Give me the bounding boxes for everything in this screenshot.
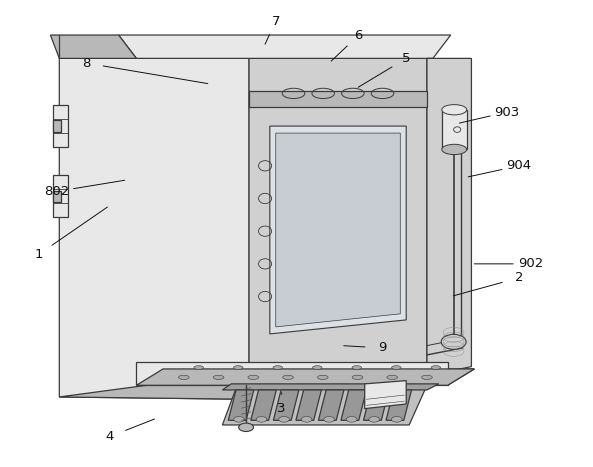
Polygon shape bbox=[59, 58, 249, 399]
Polygon shape bbox=[228, 390, 254, 420]
Polygon shape bbox=[365, 381, 406, 409]
Ellipse shape bbox=[352, 375, 363, 379]
Ellipse shape bbox=[391, 366, 401, 369]
Polygon shape bbox=[442, 110, 467, 149]
Polygon shape bbox=[136, 369, 474, 385]
Polygon shape bbox=[386, 390, 412, 420]
Polygon shape bbox=[364, 390, 389, 420]
Ellipse shape bbox=[279, 417, 289, 422]
Text: 4: 4 bbox=[106, 430, 114, 443]
Text: 2: 2 bbox=[515, 271, 523, 284]
Polygon shape bbox=[222, 384, 439, 390]
Ellipse shape bbox=[273, 366, 282, 369]
Polygon shape bbox=[136, 362, 448, 385]
Ellipse shape bbox=[422, 375, 432, 379]
Ellipse shape bbox=[238, 423, 254, 432]
Ellipse shape bbox=[441, 334, 466, 349]
Ellipse shape bbox=[442, 144, 467, 155]
Ellipse shape bbox=[324, 417, 334, 422]
Polygon shape bbox=[296, 390, 321, 420]
Ellipse shape bbox=[283, 375, 294, 379]
Polygon shape bbox=[276, 133, 400, 327]
Text: 904: 904 bbox=[506, 159, 531, 172]
Polygon shape bbox=[249, 58, 427, 399]
Ellipse shape bbox=[317, 375, 328, 379]
Text: 903: 903 bbox=[495, 106, 519, 119]
Text: 3: 3 bbox=[278, 402, 286, 415]
Ellipse shape bbox=[387, 375, 397, 379]
Ellipse shape bbox=[178, 375, 189, 379]
Ellipse shape bbox=[346, 417, 357, 422]
Ellipse shape bbox=[194, 366, 203, 369]
Polygon shape bbox=[53, 175, 68, 217]
Ellipse shape bbox=[248, 375, 259, 379]
Ellipse shape bbox=[391, 417, 402, 422]
Polygon shape bbox=[318, 390, 344, 420]
Text: 9: 9 bbox=[378, 341, 387, 354]
Text: 8: 8 bbox=[82, 57, 90, 70]
Polygon shape bbox=[222, 385, 427, 425]
Ellipse shape bbox=[213, 375, 224, 379]
Polygon shape bbox=[251, 390, 276, 420]
Text: 902: 902 bbox=[518, 257, 543, 270]
Ellipse shape bbox=[234, 417, 244, 422]
Ellipse shape bbox=[301, 417, 312, 422]
Text: 7: 7 bbox=[272, 14, 280, 28]
Ellipse shape bbox=[256, 417, 267, 422]
Polygon shape bbox=[53, 191, 61, 202]
Text: 6: 6 bbox=[355, 28, 363, 42]
Polygon shape bbox=[249, 91, 427, 107]
Text: 802: 802 bbox=[44, 185, 69, 198]
Polygon shape bbox=[53, 105, 68, 147]
Polygon shape bbox=[59, 374, 427, 399]
Polygon shape bbox=[53, 120, 61, 132]
Ellipse shape bbox=[352, 366, 362, 369]
Polygon shape bbox=[50, 35, 136, 58]
Polygon shape bbox=[427, 58, 471, 376]
Ellipse shape bbox=[234, 366, 243, 369]
Polygon shape bbox=[136, 369, 474, 385]
Polygon shape bbox=[270, 126, 406, 334]
Text: 5: 5 bbox=[402, 52, 410, 65]
Polygon shape bbox=[341, 390, 366, 420]
Ellipse shape bbox=[313, 366, 322, 369]
Polygon shape bbox=[119, 35, 451, 58]
Polygon shape bbox=[273, 390, 299, 420]
Ellipse shape bbox=[431, 366, 441, 369]
Ellipse shape bbox=[369, 417, 380, 422]
Text: 1: 1 bbox=[34, 248, 43, 261]
Ellipse shape bbox=[442, 105, 467, 115]
